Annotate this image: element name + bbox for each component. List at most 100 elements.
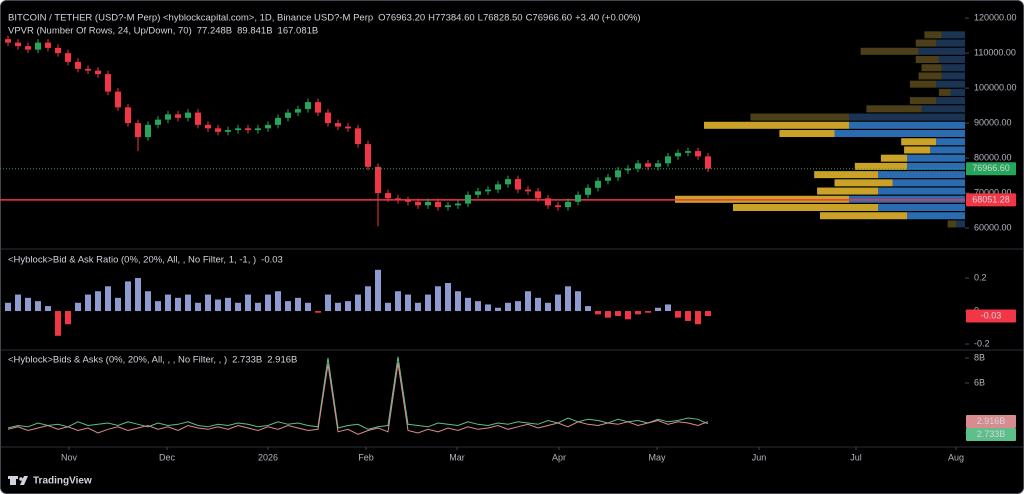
bar xyxy=(555,294,561,312)
candle-body xyxy=(65,53,71,62)
x-tick-label: May xyxy=(648,452,666,462)
profile-down xyxy=(918,72,942,80)
profile-down xyxy=(820,212,907,220)
bar xyxy=(295,297,301,312)
x-tick-label: 2026 xyxy=(258,452,278,462)
candle-body xyxy=(185,112,191,118)
y-tick-label: 8B xyxy=(974,352,985,362)
bar xyxy=(675,311,681,318)
bar xyxy=(5,302,11,312)
profile-down xyxy=(750,113,849,121)
bar xyxy=(275,291,281,312)
profile-up xyxy=(907,154,965,162)
chart-title: <Hyblock>Bid & Ask Ratio (0%, 20%, All, … xyxy=(8,255,256,266)
bar xyxy=(585,306,591,312)
legend-text: L xyxy=(478,13,483,24)
bar xyxy=(515,301,521,312)
candle-body xyxy=(345,126,351,129)
candle-body xyxy=(375,166,381,194)
x-tick-label: Jul xyxy=(850,452,862,462)
candle-body xyxy=(465,194,471,204)
profile-down xyxy=(779,129,835,138)
candle-body xyxy=(105,74,111,92)
candle-body xyxy=(365,144,371,167)
bar xyxy=(25,297,31,312)
profile-up xyxy=(936,39,965,47)
bar xyxy=(365,286,371,312)
bar xyxy=(215,299,221,312)
series-line xyxy=(7,362,709,435)
bar xyxy=(235,302,241,312)
last-value-label: 2.733B xyxy=(977,429,1006,439)
y-tick-label: 60000.00 xyxy=(974,222,1012,232)
candle-body xyxy=(245,128,251,131)
candle-body xyxy=(585,187,591,195)
bar xyxy=(385,302,391,312)
profile-up xyxy=(936,138,965,146)
bar xyxy=(145,291,151,312)
bar xyxy=(445,282,451,312)
bar xyxy=(95,291,101,312)
bar xyxy=(545,302,551,312)
legend-text: VPVR (Number Of Rows, 24, Up/Down, 70) xyxy=(8,26,192,37)
candle-body xyxy=(635,163,641,169)
bar xyxy=(695,311,701,325)
bar xyxy=(115,297,121,312)
legend-text: 77384.60 xyxy=(435,13,475,24)
candle-body xyxy=(505,179,511,185)
candle-body xyxy=(575,194,581,202)
legend-text: 77.248B xyxy=(197,26,232,37)
bar xyxy=(265,294,271,312)
bar xyxy=(345,301,351,312)
candle-body xyxy=(25,46,31,50)
bar xyxy=(85,294,91,312)
candle-body xyxy=(285,112,291,118)
candle-body xyxy=(645,163,651,167)
candle-body xyxy=(355,128,361,145)
bar xyxy=(535,297,541,312)
brand-logo xyxy=(8,476,28,485)
bar xyxy=(405,294,411,312)
profile-down xyxy=(915,39,936,47)
bar xyxy=(525,291,531,312)
candle-body xyxy=(535,191,541,199)
x-tick-label: Jun xyxy=(752,452,767,462)
bar xyxy=(685,311,691,321)
candle-body xyxy=(215,128,221,132)
legend-text: 76963.20 xyxy=(386,13,426,24)
candle-body xyxy=(485,189,491,192)
profile-down xyxy=(880,154,907,162)
y-tick-label: 80000.00 xyxy=(974,152,1012,162)
profile-down xyxy=(704,121,849,129)
profile-up xyxy=(921,105,965,113)
profile-up xyxy=(878,203,965,212)
profile-up xyxy=(930,146,965,154)
level-label: 68051.28 xyxy=(972,194,1010,204)
bar xyxy=(135,278,141,312)
x-tick-label: Feb xyxy=(358,452,374,462)
legend-text: 2.916B xyxy=(267,355,297,366)
bar xyxy=(475,301,481,312)
profile-up xyxy=(878,171,965,179)
candle-body xyxy=(205,124,211,129)
bar xyxy=(605,311,611,318)
candle-body xyxy=(235,128,241,131)
candle-body xyxy=(495,184,501,190)
bar xyxy=(225,297,231,312)
bar xyxy=(185,294,191,312)
candle-body xyxy=(475,191,481,195)
bar xyxy=(565,286,571,312)
bar xyxy=(485,304,491,312)
legend-text: 76966.60 xyxy=(532,13,572,24)
candle-body xyxy=(705,156,711,169)
profile-down xyxy=(915,56,939,64)
bar xyxy=(355,294,361,312)
chart-title: <Hyblock>Bids & Asks (0%, 20%, All, , , … xyxy=(8,355,227,366)
last-value-label-box xyxy=(966,415,1016,429)
candle-body xyxy=(595,180,601,188)
legend-text: 167.081B xyxy=(278,26,319,37)
candle-body xyxy=(685,151,691,153)
bar xyxy=(465,297,471,312)
candle-body xyxy=(695,151,701,157)
candle-body xyxy=(385,193,391,199)
